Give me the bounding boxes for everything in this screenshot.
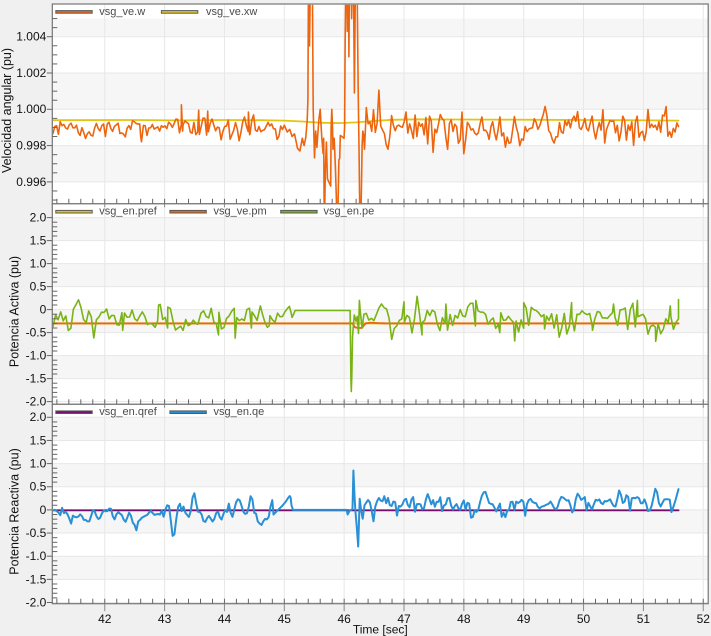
svg-text:1.002: 1.002 [16, 66, 46, 80]
svg-text:-0.5: -0.5 [26, 326, 47, 340]
svg-text:1.5: 1.5 [30, 433, 47, 447]
svg-text:0: 0 [40, 303, 47, 317]
svg-text:vsg_en.pref: vsg_en.pref [99, 206, 157, 218]
svg-text:vsg_ve.pm: vsg_ve.pm [214, 206, 267, 218]
svg-text:0: 0 [40, 503, 47, 517]
svg-text:-0.5: -0.5 [26, 526, 47, 540]
svg-text:50: 50 [577, 612, 591, 626]
svg-text:vsg_en.qref: vsg_en.qref [99, 406, 157, 418]
svg-text:51: 51 [637, 612, 651, 626]
svg-text:1.0: 1.0 [30, 257, 47, 271]
svg-text:Time [sec]: Time [sec] [353, 623, 408, 636]
svg-text:Velocidad angular (pu): Velocidad angular (pu) [0, 48, 14, 173]
svg-text:2.0: 2.0 [30, 211, 47, 225]
svg-text:48: 48 [457, 612, 471, 626]
svg-text:43: 43 [158, 612, 172, 626]
svg-text:-1.0: -1.0 [26, 349, 47, 363]
svg-text:45: 45 [278, 612, 292, 626]
svg-text:46: 46 [337, 612, 351, 626]
svg-text:0.998: 0.998 [16, 139, 46, 153]
svg-text:42: 42 [98, 612, 112, 626]
svg-text:49: 49 [517, 612, 531, 626]
svg-text:vsg_en.qe: vsg_en.qe [214, 406, 265, 418]
svg-text:-2.0: -2.0 [26, 595, 47, 609]
svg-text:-1.5: -1.5 [26, 572, 47, 586]
svg-text:0.5: 0.5 [30, 280, 47, 294]
svg-text:47: 47 [397, 612, 411, 626]
svg-text:1.0: 1.0 [30, 457, 47, 471]
svg-text:0.996: 0.996 [16, 175, 46, 189]
svg-text:vsg_ve.xw: vsg_ve.xw [206, 6, 257, 18]
svg-text:vsg_en.pe: vsg_en.pe [324, 206, 375, 218]
svg-text:-2.0: -2.0 [26, 395, 47, 409]
svg-text:Potencia Activa (pu): Potencia Activa (pu) [8, 256, 22, 367]
svg-text:0.5: 0.5 [30, 480, 47, 494]
svg-text:44: 44 [218, 612, 232, 626]
svg-text:1.004: 1.004 [16, 30, 46, 44]
svg-text:1.000: 1.000 [16, 102, 46, 116]
svg-text:2.0: 2.0 [30, 410, 47, 424]
svg-text:1.5: 1.5 [30, 234, 47, 248]
svg-text:-1.5: -1.5 [26, 372, 47, 386]
svg-text:Potencia Reactiva (pu): Potencia Reactiva (pu) [8, 448, 22, 574]
svg-text:vsg_ve.w: vsg_ve.w [99, 6, 145, 18]
svg-text:-1.0: -1.0 [26, 549, 47, 563]
svg-text:52: 52 [697, 612, 711, 626]
